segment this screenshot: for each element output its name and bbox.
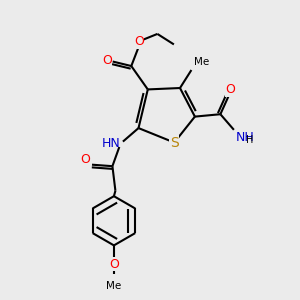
Text: O: O bbox=[225, 83, 235, 96]
Text: HN: HN bbox=[102, 136, 121, 150]
Text: S: S bbox=[170, 136, 178, 149]
Text: NH: NH bbox=[236, 131, 254, 144]
Text: O: O bbox=[102, 53, 112, 67]
Text: O: O bbox=[134, 35, 144, 48]
Text: Me: Me bbox=[106, 281, 122, 291]
Text: O: O bbox=[80, 153, 90, 166]
Text: O: O bbox=[109, 258, 119, 271]
Text: H: H bbox=[247, 135, 254, 145]
Text: Me: Me bbox=[194, 57, 209, 67]
